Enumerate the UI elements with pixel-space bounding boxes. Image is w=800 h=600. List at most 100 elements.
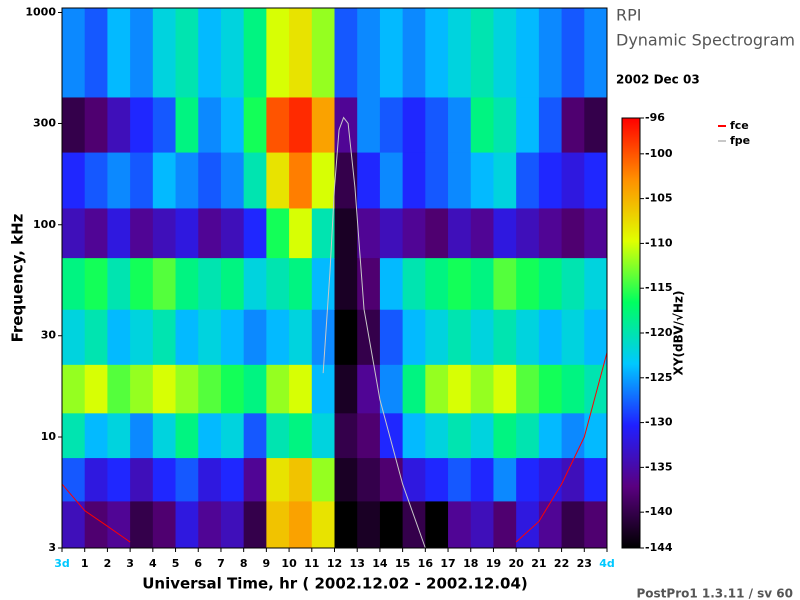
x-tick-label: 10 [281, 557, 297, 570]
heatmap-cell [493, 457, 517, 502]
heatmap-cell [198, 309, 222, 365]
heatmap-cell [107, 152, 131, 209]
x-tick-label: 3d [54, 557, 70, 570]
heatmap-cell [243, 207, 267, 259]
heatmap-cell [130, 457, 154, 502]
y-tick-label: 3 [48, 541, 56, 554]
heatmap-cell [538, 152, 563, 209]
heatmap-cell [107, 309, 131, 365]
heatmap-cell [84, 309, 108, 365]
heatmap-cell [516, 257, 540, 310]
heatmap-cell [561, 364, 585, 414]
heatmap-cell [220, 257, 245, 310]
heatmap-cell [470, 152, 494, 209]
heatmap-cell [448, 412, 472, 459]
heatmap-cell [334, 364, 358, 414]
x-tick-label: 4 [149, 557, 157, 570]
x-tick-label: 22 [554, 557, 569, 570]
heatmap-cell [334, 207, 358, 259]
y-axis-label: Frequency, kHz [9, 213, 27, 342]
heatmap-cell [107, 457, 131, 502]
heatmap-cell [425, 8, 449, 98]
heatmap-cell [357, 500, 381, 549]
heatmap-cell [130, 364, 154, 414]
heatmap-cell [379, 8, 404, 98]
heatmap-cell [470, 257, 494, 310]
heatmap-cell [198, 96, 222, 153]
x-tick-label: 6 [194, 557, 202, 570]
heatmap-cell [243, 309, 267, 365]
heatmap-cell [243, 412, 267, 459]
heatmap-cell [357, 412, 381, 459]
heatmap-cell [266, 364, 290, 414]
heatmap-cell [266, 309, 290, 365]
footer: PostPro1 1.3.11 / sv 60 [637, 587, 794, 600]
heatmap-cell [493, 207, 517, 259]
heatmap-cell [62, 96, 86, 153]
heatmap-cell [152, 207, 177, 259]
heatmap-cell [175, 96, 199, 153]
heatmap-cell [470, 500, 494, 549]
heatmap-cell [175, 364, 199, 414]
heatmap-cell [561, 96, 585, 153]
heatmap-cell [538, 309, 563, 365]
heatmap-cell [152, 96, 177, 153]
heatmap-cell [379, 364, 404, 414]
heatmap-cell [516, 96, 540, 153]
heatmap-cell [243, 457, 267, 502]
heatmap-cell [493, 309, 517, 365]
heatmap-cell [175, 309, 199, 365]
x-tick-label: 18 [463, 557, 478, 570]
x-tick-label: 9 [263, 557, 271, 570]
heatmap-cell [220, 412, 245, 459]
x-tick-label: 11 [304, 557, 319, 570]
heatmap-cell [311, 500, 335, 549]
chart-subtitle: Dynamic Spectrogram [616, 31, 795, 50]
heatmap-cell [425, 96, 449, 153]
heatmap-cell [220, 152, 245, 209]
heatmap-cell [402, 364, 426, 414]
heatmap-cell [493, 257, 517, 310]
heatmap-cell [107, 500, 131, 549]
heatmap-cell [289, 457, 313, 502]
colorbar [621, 117, 641, 549]
heatmap-cell [584, 412, 608, 459]
heatmap-cell [266, 8, 290, 98]
heatmap-cell [334, 152, 358, 209]
heatmap-cell [379, 207, 404, 259]
heatmap-cell [220, 96, 245, 153]
series-line [322, 116, 426, 549]
series-line [515, 352, 608, 543]
heatmap-cell [311, 364, 335, 414]
heatmap-cell [334, 457, 358, 502]
heatmap-cell [311, 412, 335, 459]
x-tick-label: 2 [104, 557, 112, 570]
x-tick-label: 23 [577, 557, 592, 570]
heatmap-cell [107, 96, 131, 153]
heatmap-cell [198, 412, 222, 459]
heatmap-cell [448, 207, 472, 259]
colorbar-tick-label: -100 [645, 147, 673, 160]
heatmap-cell [379, 152, 404, 209]
heatmap-cell [289, 364, 313, 414]
heatmap-cell [584, 8, 608, 98]
heatmap-cell [175, 152, 199, 209]
heatmap-cell [198, 457, 222, 502]
heatmap-cell [266, 457, 290, 502]
chart-title: RPI [616, 6, 641, 25]
heatmap-cell [379, 309, 404, 365]
heatmap-cell [311, 8, 335, 98]
x-tick-label: 17 [440, 557, 455, 570]
heatmap-cell [561, 457, 585, 502]
heatmap-cell [130, 8, 154, 98]
heatmap-cell [175, 457, 199, 502]
x-tick-label: 13 [350, 557, 365, 570]
heatmap-cell [243, 257, 267, 310]
heatmap-cell [493, 96, 517, 153]
heatmap-cell [289, 257, 313, 310]
heatmap-cell [62, 8, 86, 98]
heatmap-cell [425, 500, 449, 549]
heatmap-cell [538, 412, 563, 459]
heatmap-cell [516, 412, 540, 459]
heatmap-cell [584, 364, 608, 414]
